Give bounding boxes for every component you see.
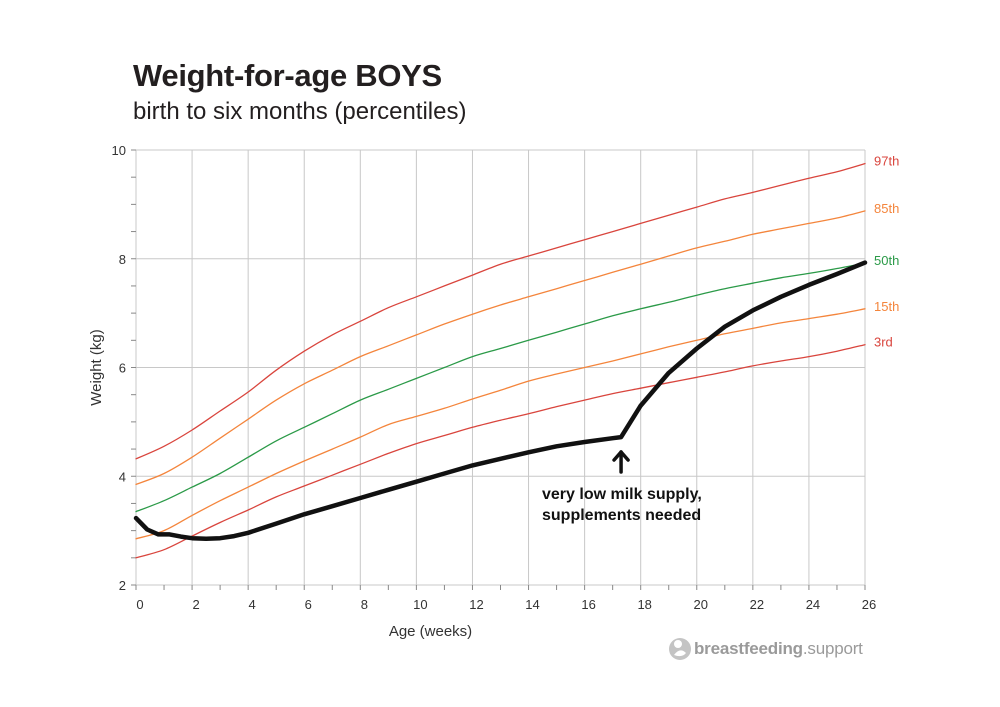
x-tick-label: 22 [750, 597, 764, 612]
x-tick-label: 18 [637, 597, 651, 612]
breastfeeding-logo-icon [669, 638, 691, 660]
x-tick-label: 4 [249, 597, 256, 612]
brand-name: breastfeeding.support [694, 639, 863, 659]
series-label-97th: 97th [874, 154, 899, 169]
x-tick-label: 14 [525, 597, 539, 612]
x-tick-label: 26 [862, 597, 876, 612]
x-tick-label: 24 [806, 597, 820, 612]
series-label-15th: 15th [874, 299, 899, 314]
annotation: very low milk supply, supplements needed [542, 450, 702, 524]
grid [131, 149, 866, 590]
x-tick-label: 2 [192, 597, 199, 612]
series-label-85th: 85th [874, 201, 899, 216]
percentile-line-97th [135, 162, 866, 460]
x-tick-label: 8 [361, 597, 368, 612]
brand-name-bold: breastfeeding [694, 639, 803, 658]
brand-name-rest: .support [802, 639, 863, 658]
x-tick-label: 0 [136, 597, 143, 612]
series-label-3rd: 3rd [874, 335, 893, 350]
y-axis-label: Weight (kg) [88, 329, 105, 405]
y-tick-label: 6 [119, 361, 126, 376]
percentile-line-15th [135, 308, 866, 540]
percentile-line-85th [135, 210, 866, 486]
percentile-line-50th [135, 262, 866, 513]
x-tick-label: 16 [581, 597, 595, 612]
annotation-text-line: very low milk supply, [542, 486, 702, 503]
series-lines [133, 162, 868, 559]
x-tick-label: 20 [694, 597, 708, 612]
x-tick-label: 12 [469, 597, 483, 612]
annotation-text-line: supplements needed [542, 507, 701, 524]
y-tick-label: 4 [119, 469, 126, 484]
chart-subtitle: birth to six months (percentiles) [133, 98, 467, 125]
x-tick-label: 6 [305, 597, 312, 612]
annotation-arrow-head [612, 450, 630, 462]
x-axis-label: Age (weeks) [389, 623, 472, 640]
series-labels: 97th 85th 50th 15th 3rd [874, 154, 899, 350]
x-tick-label: 10 [413, 597, 427, 612]
percentile-line-3rd [135, 344, 866, 559]
y-tick-label: 10 [112, 143, 126, 158]
series-label-50th: 50th [874, 253, 899, 268]
chart-title: Weight-for-age BOYS [133, 58, 442, 93]
baby-weight-line [133, 260, 868, 542]
y-tick-label: 8 [119, 252, 126, 267]
brand-logo: breastfeeding.support [668, 635, 863, 663]
y-tick-label: 2 [119, 578, 126, 593]
